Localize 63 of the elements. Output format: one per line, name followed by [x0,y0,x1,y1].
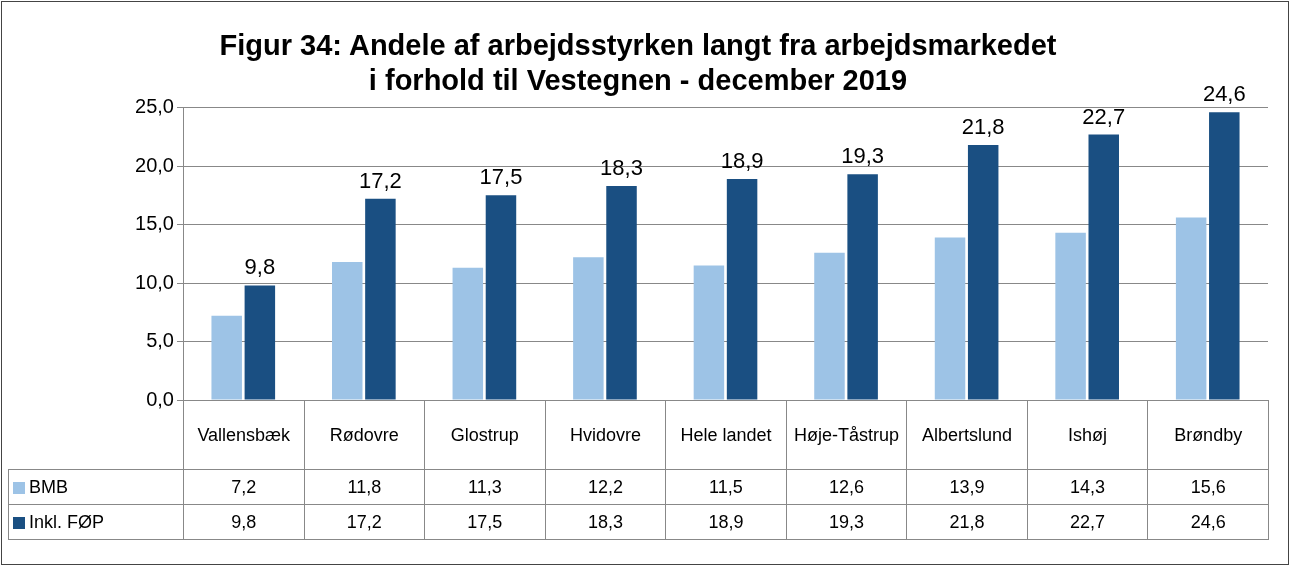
data-label: 18,9 [665,504,787,540]
legend-label: Inkl. FØP [8,504,184,540]
bar [485,195,517,400]
y-tick-label: 15,0 [135,212,174,235]
data-label: 7,2 [183,469,305,505]
bar [1055,232,1086,400]
y-tick-label: 5,0 [146,329,174,352]
data-label: 12,2 [545,469,666,505]
data-label: 22,7 [1027,504,1148,540]
data-label: 18,3 [545,504,666,540]
data-label: 17,5 [424,504,546,540]
text: 19,3 [841,143,885,169]
text: 18,9 [720,148,764,174]
bar [452,267,484,400]
data-label: 11,5 [665,469,787,505]
bar [573,257,604,400]
x-tick-label: Ishøj [1027,400,1148,470]
x-tick-label: Hele landet [665,400,787,470]
data-label: 21,8 [906,504,1028,540]
bar [1175,217,1207,400]
data-label: 13,9 [906,469,1028,505]
x-tick-label: Rødovre [304,400,425,470]
data-label: 24,6 [1147,504,1269,540]
bar [814,252,845,400]
legend-label: BMB [8,469,184,505]
data-label: 12,6 [786,469,907,505]
x-tick-label: Brøndby [1147,400,1269,470]
data-label: 14,3 [1027,469,1148,505]
x-tick-label: Vallensbæk [183,400,305,470]
data-label: 19,3 [786,504,907,540]
data-label: 17,2 [304,504,425,540]
data-label: 11,3 [424,469,546,505]
bar [244,285,276,400]
y-tick-label: 25,0 [135,95,174,118]
bar [726,178,758,400]
text: 17,5 [479,164,523,190]
bar [847,174,878,400]
bar [693,265,725,400]
bar [365,198,396,400]
bar [211,315,242,400]
bar [1209,112,1240,400]
text: 24,6 [1202,81,1246,107]
x-tick-label: Glostrup [424,400,546,470]
y-tick-label: 0,0 [146,387,174,410]
data-label: 11,8 [304,469,425,505]
text: 18,3 [600,155,643,181]
x-tick-label: Hvidovre [545,400,666,470]
x-tick-label: Albertslund [906,400,1028,470]
text: 17,2 [359,167,402,193]
bar [1088,134,1119,400]
text: 9,8 [244,254,276,280]
text: 21,8 [961,114,1005,140]
data-label: 15,6 [1147,469,1269,505]
bar [332,261,363,400]
chart-title: Figur 34: Andele af arbejdsstyrken langt fra arbejdsmarkedet i forhold til Vestegnen - december 2019 [219,29,1057,97]
data-label: 9,8 [183,504,305,540]
x-tick-label: Høje-Tåstrup [786,400,907,470]
bar [967,145,999,400]
y-tick-label: 20,0 [135,153,174,176]
bar [934,237,966,400]
bar [606,185,637,400]
y-tick-label: 10,0 [135,270,174,293]
text: 22,7 [1082,103,1126,129]
